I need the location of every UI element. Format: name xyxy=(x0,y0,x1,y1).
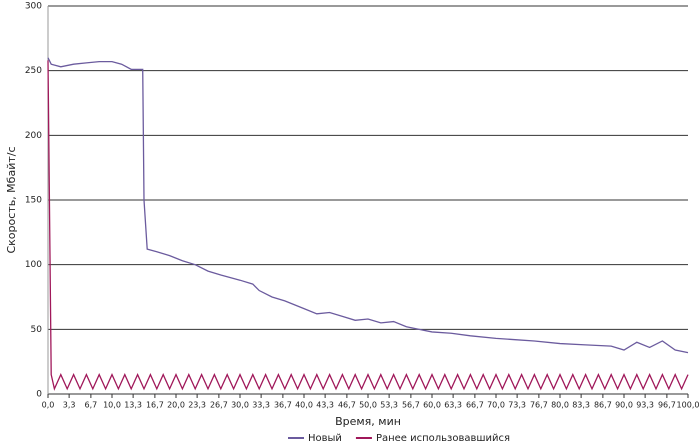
x-tick-label: 26,7 xyxy=(210,401,228,410)
x-tick-label: 16,7 xyxy=(146,401,164,410)
x-tick-label: 40,0 xyxy=(295,401,313,410)
x-tick-label: 53,3 xyxy=(380,401,398,410)
x-tick-label: 3,3 xyxy=(63,401,76,410)
x-tick-label: 90,0 xyxy=(615,401,633,410)
x-tick-label: 66,7 xyxy=(466,401,484,410)
x-tick-label: 30,0 xyxy=(231,401,249,410)
x-tick-label: 83,3 xyxy=(572,401,590,410)
x-tick-label: 13,3 xyxy=(124,401,142,410)
y-tick-label: 0 xyxy=(36,390,42,400)
legend-label: Новый xyxy=(308,433,342,444)
y-tick-label: 200 xyxy=(25,131,42,141)
x-tick-label: 70,0 xyxy=(487,401,505,410)
x-tick-label: 80,0 xyxy=(551,401,569,410)
series-line xyxy=(47,57,689,354)
x-tick-label: 23,3 xyxy=(188,401,206,410)
x-tick-label: 33,3 xyxy=(252,401,270,410)
y-tick-label: 300 xyxy=(25,2,42,12)
x-axis-label: Время, мин xyxy=(335,415,401,428)
x-tick-label: 50,0 xyxy=(359,401,377,410)
x-tick-label: 86,7 xyxy=(594,401,612,410)
y-tick-label: 100 xyxy=(25,260,42,270)
series-line xyxy=(47,60,689,391)
x-tick-label: 43,3 xyxy=(316,401,334,410)
x-tick-label: 93,3 xyxy=(636,401,654,410)
x-tick-label: 36,7 xyxy=(274,401,292,410)
x-tick-label: 20,0 xyxy=(167,401,185,410)
x-tick-label: 76,7 xyxy=(530,401,548,410)
x-tick-label: 56,7 xyxy=(402,401,420,410)
x-tick-label: 0,0 xyxy=(42,401,55,410)
y-tick-label: 250 xyxy=(25,66,42,76)
y-tick-label: 150 xyxy=(25,196,42,206)
x-tick-label: 10,0 xyxy=(103,401,121,410)
x-tick-label: 73,3 xyxy=(508,401,526,410)
y-axis-label: Скорость, Мбайт/с xyxy=(5,146,18,253)
y-tick-label: 50 xyxy=(31,325,43,335)
x-tick-label: 60,0 xyxy=(423,401,441,410)
x-tick-label: 46,7 xyxy=(338,401,356,410)
legend-label: Ранее использовавшийся xyxy=(376,433,510,444)
x-tick-label: 100,0 xyxy=(677,401,700,410)
x-tick-label: 63,3 xyxy=(444,401,462,410)
x-tick-label: 96,7 xyxy=(658,401,676,410)
x-tick-label: 6,7 xyxy=(85,401,98,410)
